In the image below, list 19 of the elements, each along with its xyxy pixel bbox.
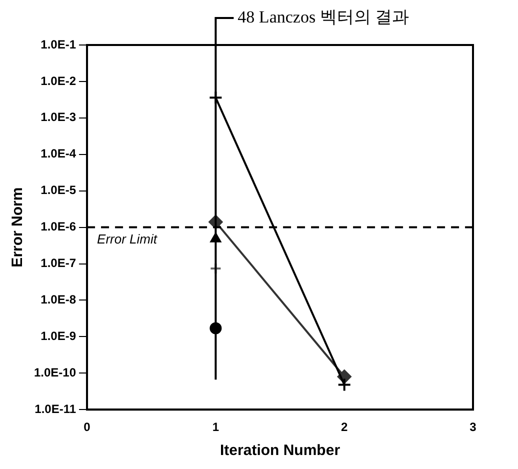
- y-axis-title: Error Norm: [9, 187, 26, 268]
- y-tick-label: 1.0E-9: [40, 328, 76, 343]
- ref-line-label: Error Limit: [97, 231, 158, 246]
- y-tick-label: 1.0E-3: [40, 110, 76, 124]
- y-tick-label: 1.0E-1: [40, 37, 76, 52]
- y-tick-label: 1.0E-2: [40, 74, 76, 88]
- y-tick-label: 1.0E-6: [40, 220, 76, 234]
- x-axis-title: Iteration Number: [220, 442, 340, 460]
- x-tick-label: 1: [212, 420, 220, 434]
- y-tick-label: 1.0E-4: [40, 146, 76, 161]
- x-tick-label: 0: [84, 420, 91, 434]
- ref-line-label: 48 Lanczos 벡터의 결과: [238, 7, 410, 26]
- y-tick-label: 1.0E-8: [40, 292, 76, 307]
- y-tick-label: 1.0E-7: [40, 256, 76, 270]
- x-tick-label: 2: [341, 420, 348, 434]
- y-tick-label: 1.0E-5: [40, 183, 76, 198]
- y-tick-label: 1.0E-11: [34, 402, 76, 416]
- y-tick-label: 1.0E-10: [34, 365, 76, 380]
- x-tick-label: 3: [470, 420, 477, 434]
